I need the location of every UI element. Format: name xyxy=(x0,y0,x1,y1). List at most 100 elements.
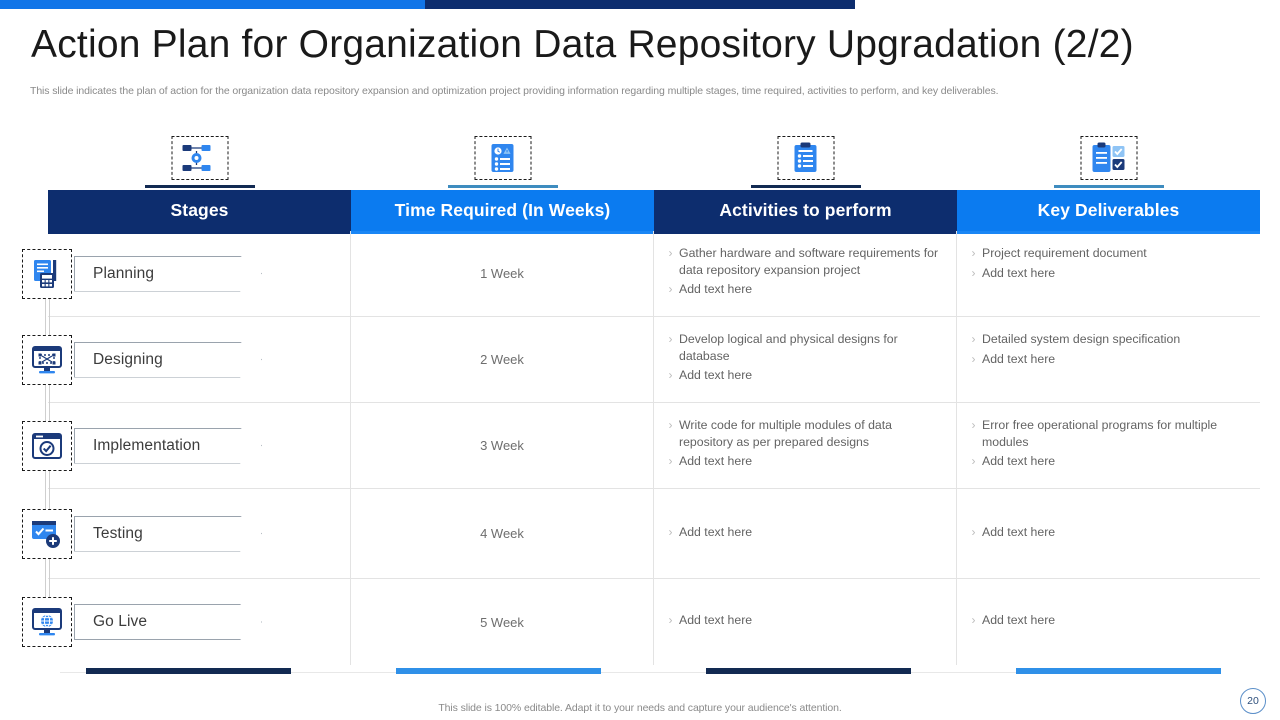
chevron-bullet-icon: › xyxy=(668,368,673,382)
stage-label: Testing xyxy=(93,524,143,542)
activities-cell: › Add text here xyxy=(654,579,957,665)
stage-cell: Planning xyxy=(22,231,351,366)
table-row: Testing 4 Week › Add text here › Add text he… xyxy=(22,489,1260,626)
list-item-text: Develop logical and physical designs for… xyxy=(679,332,898,363)
footer-accent-bar-2 xyxy=(706,668,911,674)
stage-arrow-implementation[interactable]: Implementation xyxy=(74,428,262,464)
footer-accent-bar-0 xyxy=(86,668,291,674)
column-icon-cell-0 xyxy=(48,136,351,188)
time-required-cell: 1 Week xyxy=(351,231,654,316)
stage-connector-line xyxy=(45,359,50,452)
time-required-cell: 4 Week xyxy=(351,489,654,578)
chevron-bullet-icon: › xyxy=(971,332,976,346)
documents-calculator-icon xyxy=(22,248,72,299)
activities-cell: › Develop logical and physical designs fo… xyxy=(654,317,957,402)
list-item-text: Gather hardware and software requirement… xyxy=(679,246,939,277)
list-item-text: Error free operational programs for mult… xyxy=(982,418,1218,449)
chevron-bullet-icon: › xyxy=(668,246,673,260)
chevron-bullet-icon: › xyxy=(668,282,673,296)
column-icon-cell-3 xyxy=(957,136,1260,188)
list-item: › Add text here xyxy=(965,612,1244,629)
list-item: › Add text here xyxy=(662,612,940,629)
chevron-bullet-icon: › xyxy=(668,613,673,627)
list-item: › Error free operational programs for mul… xyxy=(965,417,1244,450)
chevron-bullet-icon: › xyxy=(971,418,976,432)
deliverables-cell: › Add text here xyxy=(957,489,1260,578)
clipboard-clock-icon xyxy=(474,136,531,180)
activities-cell: › Add text here xyxy=(654,489,957,578)
column-icon-underline-0 xyxy=(144,184,255,188)
list-item-text: Add text here xyxy=(679,613,753,627)
stage-arrow-testing[interactable]: Testing xyxy=(74,516,262,552)
stage-connector-line xyxy=(45,533,50,626)
checklist-plus-icon xyxy=(22,508,72,559)
stage-cell: Go Live xyxy=(22,579,351,665)
browser-check-icon xyxy=(22,420,72,471)
deliverables-cell: › Add text here xyxy=(957,579,1260,665)
time-required-cell: 5 Week xyxy=(351,579,654,665)
footer-accent-bar-1 xyxy=(396,668,601,674)
deliverables-cell: › Detailed system design specification › Ad… xyxy=(957,317,1260,402)
time-required-cell: 3 Week xyxy=(351,403,654,488)
chevron-bullet-icon: › xyxy=(668,332,673,346)
table-header-0[interactable]: Stages xyxy=(48,190,351,234)
list-item: › Gather hardware and software requiremen… xyxy=(662,245,940,278)
top-accent-segment-right xyxy=(425,0,855,9)
table-header-2[interactable]: Activities to perform xyxy=(654,190,957,234)
table-row: Designing 2 Week › Develop logical and phy… xyxy=(22,317,1260,452)
list-item: › Add text here xyxy=(965,351,1244,368)
column-icon-underline-2 xyxy=(750,184,861,188)
list-item-text: Project requirement document xyxy=(982,246,1147,260)
list-item: › Detailed system design specification xyxy=(965,331,1244,348)
stage-cell: Testing xyxy=(22,489,351,626)
stage-arrow-planning[interactable]: Planning xyxy=(74,256,262,292)
top-accent-bar xyxy=(0,0,1280,9)
page-subtitle: This slide indicates the plan of action … xyxy=(30,85,999,97)
monitor-design-icon xyxy=(22,334,72,385)
footer-note: This slide is 100% editable. Adapt it to… xyxy=(438,702,842,714)
list-item: › Add text here xyxy=(662,453,940,470)
stage-label: Go Live xyxy=(93,613,148,630)
list-item-text: Add text here xyxy=(982,613,1056,627)
table-header-1[interactable]: Time Required (In Weeks) xyxy=(351,190,654,234)
list-item: › Add text here xyxy=(965,524,1244,541)
stage-cell: Implementation xyxy=(22,403,351,538)
chevron-bullet-icon: › xyxy=(971,454,976,468)
page-number-badge: 20 xyxy=(1240,688,1266,714)
list-item: › Add text here xyxy=(662,524,940,541)
table-header-row: Stages Time Required (In Weeks) Activities… xyxy=(48,190,1260,234)
list-item-text: Add text here xyxy=(679,282,753,296)
page-title: Action Plan for Organization Data Reposi… xyxy=(31,23,1134,66)
stage-connector-line xyxy=(45,445,50,538)
stage-label: Designing xyxy=(93,350,163,368)
table-row: Planning 1 Week › Gather hardware and soft… xyxy=(22,231,1260,366)
column-icon-row xyxy=(48,136,1260,188)
activities-cell: › Gather hardware and software requiremen… xyxy=(654,231,957,316)
list-item-text: Add text here xyxy=(982,351,1056,366)
column-icon-underline-3 xyxy=(1053,184,1164,188)
footer-divider-line xyxy=(60,672,1220,673)
footer-accent-bar-3 xyxy=(1016,668,1221,674)
stage-label: Implementation xyxy=(93,436,201,454)
table-body: Planning 1 Week › Gather hardware and soft… xyxy=(22,231,1260,665)
list-item: › Project requirement document xyxy=(965,245,1244,262)
chevron-bullet-icon: › xyxy=(971,246,976,260)
table-row: Implementation 3 Week › Write code for mul… xyxy=(22,403,1260,538)
list-item-text: Detailed system design specification xyxy=(982,332,1181,346)
clipboard-checkmarks-icon xyxy=(1080,136,1137,180)
list-item-text: Add text here xyxy=(679,525,753,539)
stage-arrow-designing[interactable]: Designing xyxy=(74,342,262,378)
chevron-bullet-icon: › xyxy=(668,525,673,539)
list-item-text: Add text here xyxy=(679,368,753,382)
list-item: › Write code for multiple modules of data… xyxy=(662,417,940,450)
table-header-3[interactable]: Key Deliverables xyxy=(957,190,1260,234)
action-plan-table: Stages Time Required (In Weeks) Activities… xyxy=(22,190,1260,665)
time-required-cell: 2 Week xyxy=(351,317,654,402)
chevron-bullet-icon: › xyxy=(971,613,976,627)
table-row: Go Live 5 Week › Add text here › Add text he… xyxy=(22,579,1260,665)
stage-cell: Designing xyxy=(22,317,351,452)
column-icon-cell-2 xyxy=(654,136,957,188)
list-item-text: Add text here xyxy=(982,265,1056,280)
deliverables-cell: › Error free operational programs for mul… xyxy=(957,403,1260,488)
stage-arrow-go-live[interactable]: Go Live xyxy=(74,604,262,640)
